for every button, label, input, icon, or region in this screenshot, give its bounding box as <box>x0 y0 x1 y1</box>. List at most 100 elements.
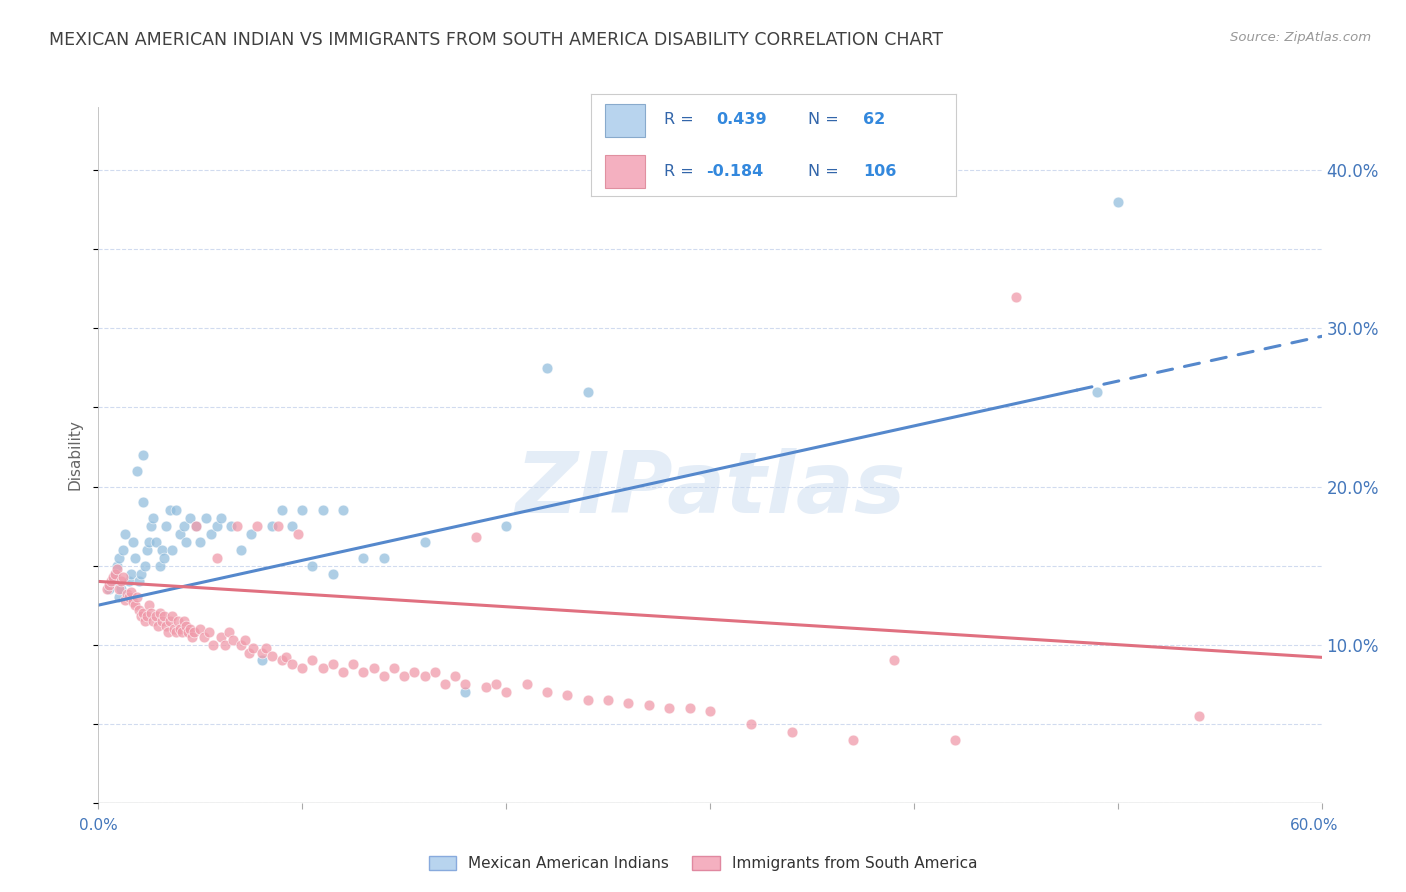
Point <box>156 625 179 640</box>
Point <box>138 534 160 549</box>
Point <box>118 574 141 589</box>
Point <box>423 665 446 679</box>
Point <box>159 614 181 628</box>
Text: 0.439: 0.439 <box>717 112 768 128</box>
Point <box>110 582 132 597</box>
Point <box>142 614 165 628</box>
Point <box>105 558 128 573</box>
Point <box>97 582 120 597</box>
Point <box>108 550 131 565</box>
Point <box>250 653 273 667</box>
Point <box>246 519 269 533</box>
Text: N =: N = <box>808 112 844 128</box>
Point <box>617 696 640 710</box>
Text: R =: R = <box>664 163 699 178</box>
Point <box>291 503 314 517</box>
Point <box>516 677 538 691</box>
Point <box>141 606 163 620</box>
Point <box>301 653 323 667</box>
Point <box>134 558 156 573</box>
Point <box>129 566 152 581</box>
Point <box>152 609 174 624</box>
Point <box>104 566 127 581</box>
Point <box>352 550 374 565</box>
Point <box>205 519 228 533</box>
Text: N =: N = <box>808 163 844 178</box>
Point <box>322 657 344 671</box>
Point <box>145 534 167 549</box>
Point <box>373 669 395 683</box>
Point <box>146 618 169 632</box>
Point <box>160 609 183 624</box>
Point <box>101 570 124 584</box>
Point <box>150 542 173 557</box>
Point <box>127 591 149 605</box>
Point <box>883 653 905 667</box>
Point <box>576 384 599 399</box>
Point <box>444 669 467 683</box>
Point <box>124 598 146 612</box>
Point <box>122 534 145 549</box>
Point <box>226 519 249 533</box>
Point <box>195 511 218 525</box>
Text: 106: 106 <box>863 163 896 178</box>
Point <box>100 574 122 589</box>
Point <box>174 534 197 549</box>
Point <box>598 693 620 707</box>
Point <box>392 669 416 683</box>
Point <box>291 661 314 675</box>
Point <box>136 542 159 557</box>
Point <box>173 614 195 628</box>
Point <box>173 519 195 533</box>
Point <box>352 665 374 679</box>
Point <box>270 653 294 667</box>
Point <box>142 511 165 525</box>
Point <box>110 574 132 589</box>
Point <box>149 558 172 573</box>
Point <box>181 630 204 644</box>
Point <box>155 618 177 632</box>
Point <box>160 542 183 557</box>
Point <box>159 503 181 517</box>
Point <box>197 625 219 640</box>
Point <box>114 527 136 541</box>
Legend: Mexican American Indians, Immigrants from South America: Mexican American Indians, Immigrants fro… <box>423 849 983 877</box>
Point <box>495 685 517 699</box>
Point <box>254 640 277 655</box>
Point <box>841 732 863 747</box>
Point <box>101 574 124 589</box>
Point <box>174 618 197 632</box>
Point <box>495 519 517 533</box>
Point <box>270 503 294 517</box>
Point <box>193 630 215 644</box>
Point <box>943 732 966 747</box>
Point <box>1107 194 1129 209</box>
Point <box>373 550 395 565</box>
Point <box>231 542 253 557</box>
Point <box>281 657 304 671</box>
Point <box>163 622 186 636</box>
Point <box>382 661 405 675</box>
Text: 62: 62 <box>863 112 886 128</box>
Point <box>454 677 477 691</box>
Point <box>740 716 762 731</box>
Point <box>267 519 290 533</box>
Point <box>699 704 721 718</box>
Point <box>274 650 297 665</box>
Point <box>105 562 128 576</box>
Point <box>287 527 309 541</box>
Point <box>218 625 240 640</box>
Point <box>188 622 212 636</box>
Point <box>536 685 558 699</box>
Point <box>128 574 150 589</box>
Point <box>97 577 120 591</box>
Point <box>434 677 457 691</box>
Point <box>186 519 208 533</box>
Point <box>114 593 136 607</box>
Point <box>485 677 508 691</box>
Point <box>209 630 232 644</box>
Point <box>177 625 200 640</box>
Point <box>132 606 155 620</box>
Point <box>1188 708 1211 723</box>
Point <box>188 534 212 549</box>
